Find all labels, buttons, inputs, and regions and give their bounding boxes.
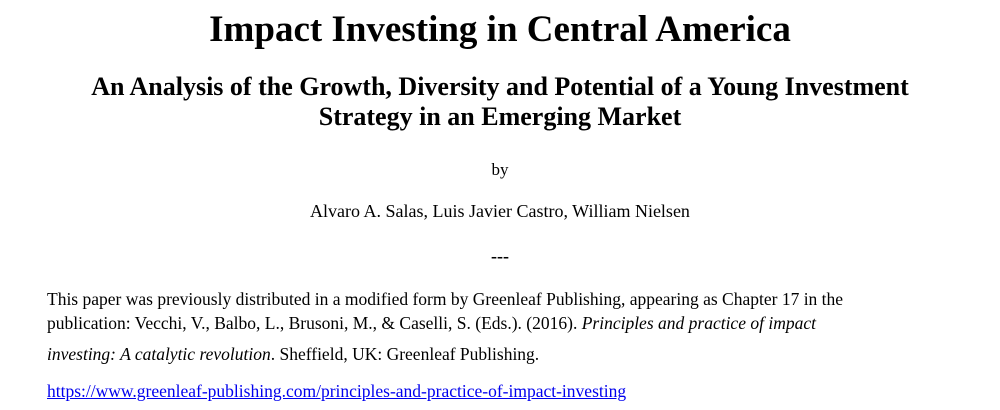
publication-note-line-1: This paper was previously distributed in… bbox=[47, 288, 844, 309]
link-row: https://www.greenleaf-publishing.com/pri… bbox=[0, 367, 1000, 402]
paper-subtitle: An Analysis of the Growth, Diversity and… bbox=[0, 72, 1000, 133]
paper-title: Impact Investing in Central America bbox=[209, 9, 791, 50]
book-title-part-2: investing: A catalytic revolution bbox=[47, 344, 271, 365]
byline: by bbox=[491, 160, 509, 180]
publication-note-line-2: publication: Vecchi, V., Balbo, L., Brus… bbox=[47, 311, 955, 336]
paper-subtitle-line-2: Strategy in an Emerging Market bbox=[318, 102, 682, 132]
publication-note-line-3: investing: A catalytic revolution. Sheff… bbox=[47, 342, 955, 367]
authors-line: Alvaro A. Salas, Luis Javier Castro, Wil… bbox=[310, 201, 690, 222]
publication-note-line-3-text: . Sheffield, UK: Greenleaf Publishing. bbox=[270, 344, 540, 365]
book-title-part-1: Principles and practice of impact bbox=[581, 313, 816, 334]
separator-dashes: --- bbox=[491, 246, 509, 267]
paper-subtitle-line-1: An Analysis of the Growth, Diversity and… bbox=[91, 71, 909, 101]
publisher-link[interactable]: https://www.greenleaf-publishing.com/pri… bbox=[47, 381, 627, 402]
publication-note: This paper was previously distributed in… bbox=[47, 287, 955, 368]
publication-note-line-2-text: publication: Vecchi, V., Balbo, L., Brus… bbox=[47, 313, 582, 334]
